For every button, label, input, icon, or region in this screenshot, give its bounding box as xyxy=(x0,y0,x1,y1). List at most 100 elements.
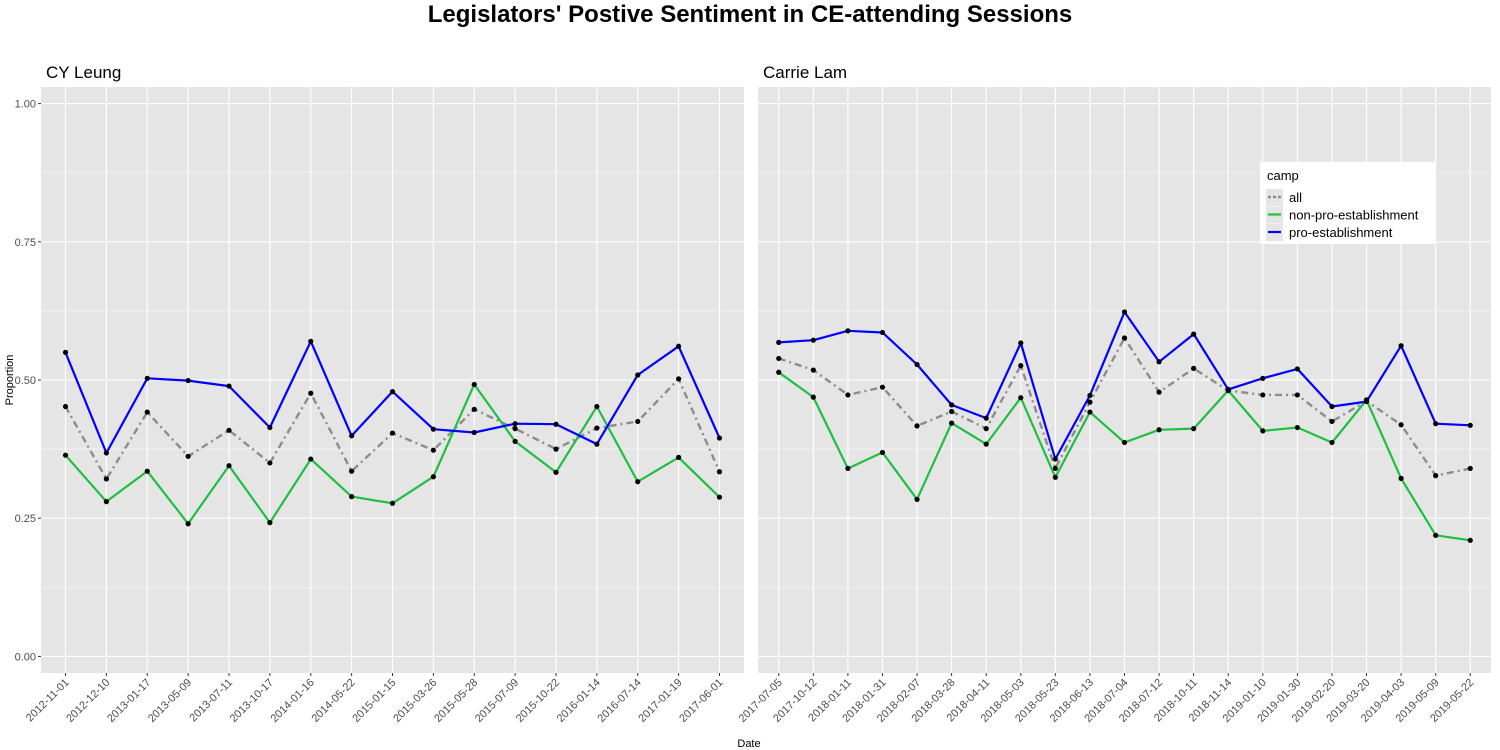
data-point-pro-establishment xyxy=(308,338,314,344)
data-point-pro-establishment xyxy=(716,435,723,441)
data-point-all xyxy=(1433,473,1439,479)
data-point-all xyxy=(1467,465,1473,472)
data-point-non-pro-establishment xyxy=(512,438,518,444)
legend: camp all non-pro-establishment pro-establis… xyxy=(1260,162,1435,244)
data-point-pro-establishment xyxy=(349,433,355,439)
data-point-non-pro-establishment xyxy=(1433,532,1439,538)
data-point-all xyxy=(845,392,851,398)
data-point-all xyxy=(1260,392,1266,398)
data-point-all xyxy=(1398,422,1404,428)
data-point-non-pro-establishment xyxy=(914,496,920,503)
data-point-pro-establishment xyxy=(879,329,886,336)
data-point-non-pro-establishment xyxy=(949,420,955,426)
data-point-non-pro-establishment xyxy=(226,463,232,469)
data-point-non-pro-establishment xyxy=(1260,428,1266,434)
data-point-all xyxy=(553,446,559,452)
data-point-pro-establishment xyxy=(62,349,69,355)
chart-title: Legislators' Postive Sentiment in CE-att… xyxy=(428,1,1073,28)
data-point-pro-establishment xyxy=(1087,392,1093,399)
data-point-pro-establishment xyxy=(389,389,396,395)
data-point-pro-establishment xyxy=(776,339,782,346)
data-point-all xyxy=(389,430,396,436)
data-point-pro-establishment xyxy=(1329,403,1335,410)
data-point-pro-establishment xyxy=(810,337,816,343)
data-point-all xyxy=(144,409,150,415)
data-point-pro-establishment xyxy=(676,343,682,349)
data-point-pro-establishment xyxy=(1294,366,1300,372)
y-tick-label: 0.00 xyxy=(15,651,36,663)
y-tick-label: 0.25 xyxy=(15,513,36,525)
data-point-all xyxy=(1294,392,1300,398)
data-point-pro-establishment xyxy=(103,450,109,456)
data-point-all xyxy=(949,408,955,415)
data-point-non-pro-establishment xyxy=(1052,474,1058,480)
data-point-all xyxy=(716,469,723,475)
data-point-pro-establishment xyxy=(1191,331,1197,337)
data-point-non-pro-establishment xyxy=(1329,439,1335,446)
data-point-non-pro-establishment xyxy=(1121,439,1128,446)
legend-label: pro-establishment xyxy=(1289,225,1393,240)
data-point-pro-establishment xyxy=(914,361,920,368)
facet-cy-leung: CY Leung0.000.250.500.751.002012-11-0120… xyxy=(15,63,744,725)
data-point-non-pro-establishment xyxy=(1018,395,1024,401)
x-tick-label: 2017-06-01 xyxy=(677,677,725,725)
data-point-all xyxy=(267,460,273,466)
data-point-non-pro-establishment xyxy=(185,521,191,527)
data-point-non-pro-establishment xyxy=(879,449,886,456)
data-point-non-pro-establishment xyxy=(144,468,150,474)
data-point-non-pro-establishment xyxy=(635,479,641,485)
data-point-pro-establishment xyxy=(1467,422,1473,428)
y-axis-title: Proportion xyxy=(4,355,16,406)
data-point-all xyxy=(776,355,782,362)
data-point-pro-establishment xyxy=(1156,359,1162,365)
data-point-pro-establishment xyxy=(635,372,641,378)
data-point-pro-establishment xyxy=(1260,375,1266,381)
data-point-non-pro-establishment xyxy=(553,469,559,475)
data-point-pro-establishment xyxy=(226,383,232,389)
data-point-non-pro-establishment xyxy=(349,494,355,500)
data-point-all xyxy=(512,426,518,432)
data-point-non-pro-establishment xyxy=(103,499,109,505)
y-tick-label: 0.50 xyxy=(15,375,36,387)
data-point-pro-establishment xyxy=(949,402,955,408)
facet-title: Carrie Lam xyxy=(763,63,847,82)
data-point-non-pro-establishment xyxy=(471,381,477,388)
data-point-pro-establishment xyxy=(1225,386,1231,392)
data-point-pro-establishment xyxy=(983,415,989,421)
data-point-non-pro-establishment xyxy=(983,441,989,447)
data-point-non-pro-establishment xyxy=(430,474,436,480)
x-axis-title: Date xyxy=(737,738,760,750)
data-point-non-pro-establishment xyxy=(776,369,782,375)
data-point-all xyxy=(594,425,600,431)
x-tick-label: 2013-05-09 xyxy=(146,677,194,725)
data-point-all xyxy=(103,476,109,482)
data-point-pro-establishment xyxy=(553,421,559,427)
data-point-non-pro-establishment xyxy=(845,465,851,472)
data-point-non-pro-establishment xyxy=(389,500,396,506)
data-point-pro-establishment xyxy=(267,424,273,431)
data-point-non-pro-establishment xyxy=(594,403,600,410)
facet-title: CY Leung xyxy=(46,63,121,82)
data-point-pro-establishment xyxy=(1398,343,1404,349)
data-point-all xyxy=(1329,418,1335,425)
data-point-all xyxy=(810,367,816,373)
y-tick-label: 0.75 xyxy=(15,237,36,249)
data-point-non-pro-establishment xyxy=(1156,427,1162,433)
data-point-all xyxy=(1052,465,1058,472)
data-point-all xyxy=(1156,389,1162,395)
legend-box xyxy=(1260,162,1435,244)
data-point-all xyxy=(471,406,477,412)
data-point-all xyxy=(983,426,989,432)
data-point-non-pro-establishment xyxy=(1191,426,1197,432)
data-point-all xyxy=(1121,335,1128,341)
data-point-non-pro-establishment xyxy=(1467,537,1473,543)
data-point-pro-establishment xyxy=(1363,398,1370,405)
data-point-non-pro-establishment xyxy=(267,520,273,526)
data-point-non-pro-establishment xyxy=(1294,424,1300,431)
data-point-all xyxy=(185,453,191,459)
data-point-non-pro-establishment xyxy=(676,454,682,460)
data-point-pro-establishment xyxy=(1052,456,1058,462)
data-point-pro-establishment xyxy=(430,426,436,432)
data-point-all xyxy=(676,376,682,382)
